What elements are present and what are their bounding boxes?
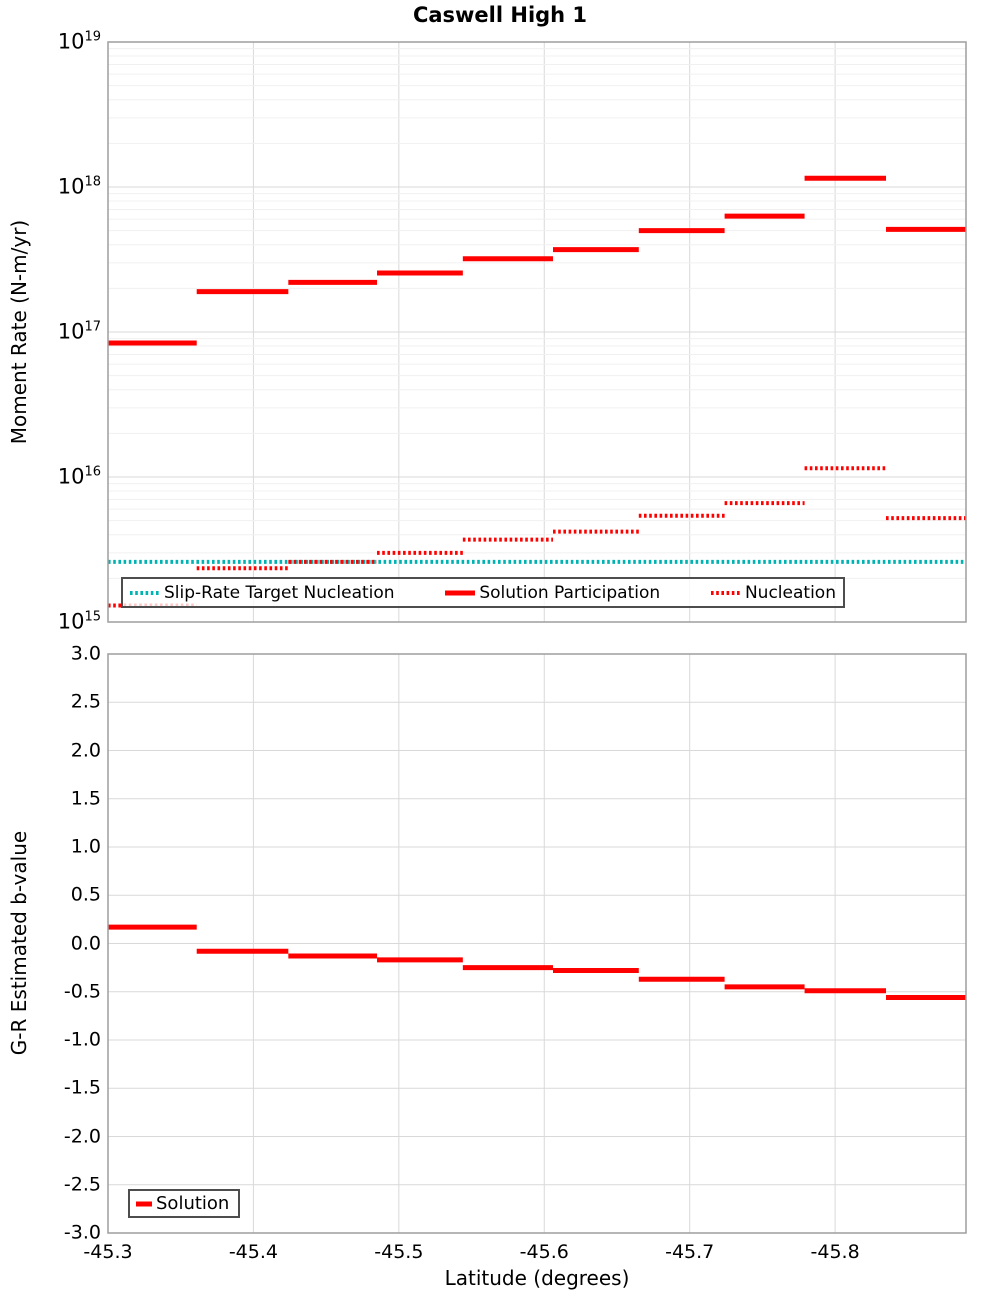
xtick-label: -45.8 bbox=[810, 1241, 860, 1263]
ytick-label-b-value: -2.5 bbox=[63, 1173, 101, 1196]
ytick-label-b-value: 1.5 bbox=[70, 787, 101, 810]
legend-moment-rate: Slip-Rate Target Nucleation Solution Part… bbox=[121, 577, 845, 608]
legend-swatch-slip-rate-target-nucleation-icon bbox=[130, 590, 160, 595]
legend-b-value: Solution bbox=[128, 1189, 240, 1218]
ytick-label-b-value: -2.0 bbox=[63, 1125, 101, 1148]
legend-label-slip-rate-target-nucleation: Slip-Rate Target Nucleation bbox=[164, 582, 395, 603]
legend-item-nucleation: Nucleation bbox=[710, 582, 836, 603]
legend-item-solution-participation: Solution Participation bbox=[445, 583, 660, 603]
legend-label-solution-participation: Solution Participation bbox=[479, 582, 661, 603]
ytick-label-b-value: 0.0 bbox=[70, 932, 101, 955]
ytick-label-moment-rate: 1017 bbox=[57, 319, 101, 344]
legend-swatch-nucleation-icon bbox=[710, 590, 741, 595]
legend-label-solution: Solution bbox=[156, 1193, 230, 1214]
ytick-label-b-value: -3.0 bbox=[63, 1221, 101, 1244]
xtick-label: -45.3 bbox=[83, 1241, 133, 1263]
ytick-label-moment-rate: 1016 bbox=[57, 464, 101, 489]
legend-item-slip-rate-target-nucleation: Slip-Rate Target Nucleation bbox=[130, 583, 395, 603]
xtick-label: -45.7 bbox=[665, 1241, 715, 1263]
ytick-label-b-value: -0.5 bbox=[63, 980, 101, 1003]
ytick-label-moment-rate: 1019 bbox=[57, 29, 101, 54]
ytick-label-b-value: 3.0 bbox=[70, 642, 101, 665]
xtick-label: -45.6 bbox=[519, 1241, 569, 1263]
ytick-label-b-value: 0.5 bbox=[70, 883, 101, 906]
panel-frame-b-value bbox=[107, 653, 967, 1234]
xtick-label: -45.5 bbox=[374, 1241, 424, 1263]
ytick-label-b-value: 1.0 bbox=[70, 835, 101, 858]
legend-label-nucleation: Nucleation bbox=[744, 582, 836, 603]
x-axis-label: Latitude (degrees) bbox=[444, 1266, 630, 1290]
ytick-label-b-value: 2.5 bbox=[70, 690, 101, 713]
ytick-label-b-value: -1.5 bbox=[63, 1076, 101, 1099]
ytick-label-moment-rate: 1018 bbox=[57, 174, 101, 199]
legend-swatch-solution-icon bbox=[136, 1201, 152, 1206]
legend-item-solution: Solution bbox=[136, 1193, 229, 1214]
ytick-label-b-value: 2.0 bbox=[70, 739, 101, 762]
legend-swatch-solution-participation-icon bbox=[445, 590, 476, 595]
ytick-label-moment-rate: 1015 bbox=[57, 609, 101, 634]
xtick-label: -45.4 bbox=[228, 1241, 278, 1263]
chart-title: Caswell High 1 bbox=[412, 3, 588, 27]
ytick-label-b-value: -1.0 bbox=[63, 1028, 101, 1051]
panel-frame-moment-rate bbox=[107, 41, 967, 623]
